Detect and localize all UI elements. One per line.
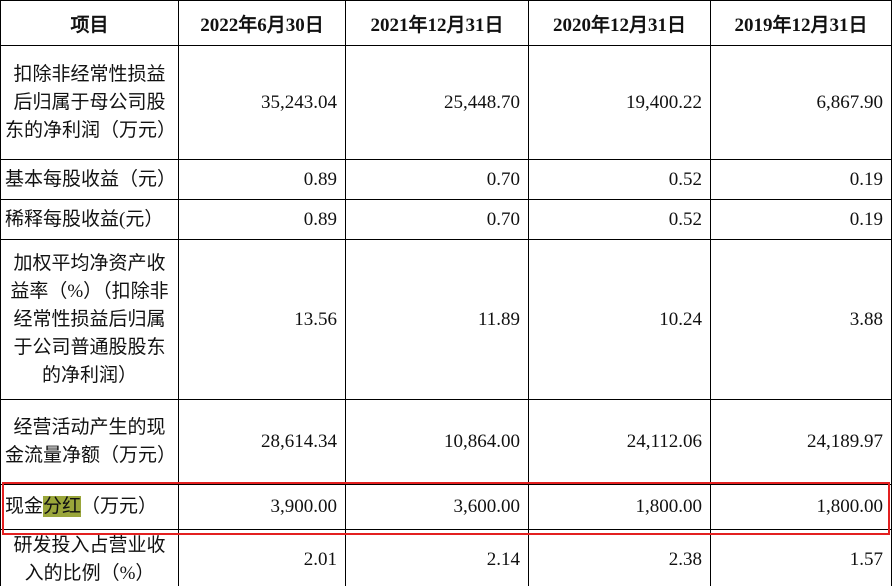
value-cell: 0.19 [710, 199, 892, 240]
table-row: 现金分红（万元） 3,900.00 3,600.00 1,800.00 1,800.00 [0, 484, 892, 530]
row-label: 稀释每股收益(元） [0, 199, 179, 240]
value-cell: 0.89 [178, 159, 346, 200]
row-label: 经营活动产生的现金流量净额（万元） [0, 399, 179, 485]
value-cell: 6,867.90 [710, 45, 892, 160]
table-body: 扣除非经常性损益后归属于母公司股东的净利润（万元） 35,243.04 25,448… [0, 45, 892, 586]
value-cell: 1,800.00 [710, 484, 892, 530]
table-row: 稀释每股收益(元） 0.89 0.70 0.52 0.19 [0, 199, 892, 240]
value-cell: 0.52 [528, 159, 711, 200]
row-label: 加权平均净资产收益率（%）（扣除非经常性损益后归属于公司普通股股东的净利润） [0, 239, 179, 400]
header-cell: 2022年6月30日 [178, 0, 346, 46]
header-cell: 项目 [0, 0, 179, 46]
label-text: （万元） [81, 496, 158, 517]
value-cell: 2.01 [178, 529, 346, 586]
label-text: 加权平均净资产收益率（%）（扣除非经常性损益后归属于公司普通股股东的净利润） [10, 252, 169, 386]
table-row: 扣除非经常性损益后归属于母公司股东的净利润（万元） 35,243.04 25,448… [0, 45, 892, 160]
row-label: 基本每股收益（元） [0, 159, 179, 200]
value-cell: 0.52 [528, 199, 711, 240]
label-text: 分红 [43, 496, 82, 517]
header-cell: 2021年12月31日 [345, 0, 529, 46]
value-cell: 0.89 [178, 199, 346, 240]
value-cell: 3.88 [710, 239, 892, 400]
value-cell: 25,448.70 [345, 45, 529, 160]
value-cell: 0.70 [345, 199, 529, 240]
value-cell: 24,112.06 [528, 399, 711, 485]
label-text: 研发投入占营业收入的比例（%） [13, 534, 166, 584]
label-text: 基本每股收益（元） [5, 168, 177, 190]
value-cell: 35,243.04 [178, 45, 346, 160]
header-cell: 2019年12月31日 [710, 0, 892, 46]
value-cell: 10,864.00 [345, 399, 529, 485]
row-label: 研发投入占营业收入的比例（%） [0, 529, 179, 586]
row-label: 现金分红（万元） [0, 484, 179, 530]
table-row: 加权平均净资产收益率（%）（扣除非经常性损益后归属于公司普通股股东的净利润） 13… [0, 239, 892, 400]
value-cell: 13.56 [178, 239, 346, 400]
value-cell: 28,614.34 [178, 399, 346, 485]
table-row: 研发投入占营业收入的比例（%） 2.01 2.14 2.38 1.57 [0, 529, 892, 586]
value-cell: 19,400.22 [528, 45, 711, 160]
label-text: 扣除非经常性损益后归属于母公司股东的净利润（万元） [5, 63, 177, 141]
label-text: 现金 [5, 496, 44, 517]
value-cell: 2.38 [528, 529, 711, 586]
highlight-box [2, 482, 890, 535]
value-cell: 10.24 [528, 239, 711, 400]
value-cell: 2.14 [345, 529, 529, 586]
value-cell: 0.70 [345, 159, 529, 200]
value-cell: 24,189.97 [710, 399, 892, 485]
header-cell: 2020年12月31日 [528, 0, 711, 46]
value-cell: 1.57 [710, 529, 892, 586]
value-cell: 0.19 [710, 159, 892, 200]
header-row: 项目 2022年6月30日 2021年12月31日 2020年12月31日 2019年1… [0, 0, 892, 46]
table-row: 基本每股收益（元） 0.89 0.70 0.52 0.19 [0, 159, 892, 200]
table-row: 经营活动产生的现金流量净额（万元） 28,614.34 10,864.00 24,11… [0, 399, 892, 485]
value-cell: 3,600.00 [345, 484, 529, 530]
label-text: 稀释每股收益(元） [5, 208, 164, 230]
value-cell: 11.89 [345, 239, 529, 400]
value-cell: 3,900.00 [178, 484, 346, 530]
row-label: 扣除非经常性损益后归属于母公司股东的净利润（万元） [0, 45, 179, 160]
label-text: 经营活动产生的现金流量净额（万元） [5, 417, 177, 466]
